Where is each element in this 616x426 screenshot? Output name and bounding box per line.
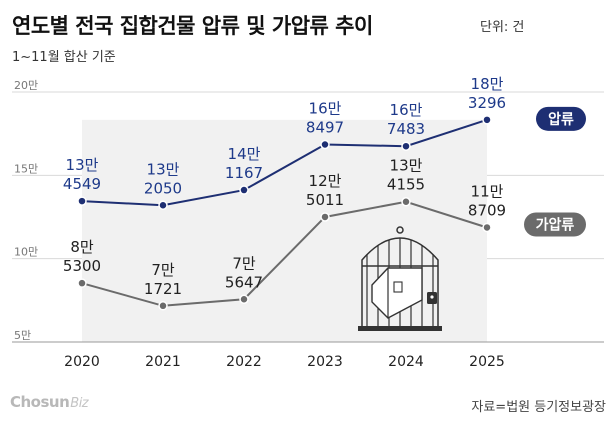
data-label-value: 5647 <box>225 273 263 291</box>
data-point <box>158 200 168 210</box>
x-tick-label: 2022 <box>226 354 262 370</box>
brand-logo: ChosunBiz <box>10 393 89 411</box>
shaded-area <box>82 119 487 342</box>
series-lines <box>77 115 492 311</box>
x-tick-label: 2024 <box>388 354 424 370</box>
brand-name: Chosun <box>10 393 70 411</box>
data-label-man: 16만 <box>309 100 342 118</box>
legend-badge <box>524 212 586 237</box>
y-tick-label: 5만 <box>14 329 31 342</box>
data-label-value: 1721 <box>144 280 182 298</box>
legend-badge <box>536 106 586 131</box>
data-point <box>320 139 330 150</box>
source-note: 자료=법원 등기정보광장 <box>471 400 606 415</box>
data-label-man: 13만 <box>147 160 180 178</box>
birdcage-illustration <box>358 226 442 331</box>
data-point <box>239 185 249 195</box>
y-tick-label: 10만 <box>14 246 38 259</box>
data-point <box>77 196 87 206</box>
unit-label: 단위: 건 <box>480 20 525 35</box>
data-label-value: 4549 <box>63 175 101 193</box>
y-tick-label: 15만 <box>14 162 38 175</box>
data-label-value: 8709 <box>468 201 506 219</box>
data-label-value: 1167 <box>225 164 263 182</box>
data-point <box>158 301 168 311</box>
data-label-man: 7만 <box>151 261 175 279</box>
data-label-value: 4155 <box>387 176 425 194</box>
y-tick-label: 20만 <box>14 79 38 92</box>
cage-hook <box>396 226 404 234</box>
building-door <box>393 281 403 293</box>
data-point <box>482 115 492 125</box>
lock-keyhole <box>430 295 434 299</box>
data-label-man: 11만 <box>471 182 504 200</box>
cage-base <box>358 326 442 331</box>
brand-suffix: Biz <box>70 396 89 411</box>
highlight-area <box>82 119 487 342</box>
series-line-seizure <box>81 118 488 207</box>
y-axis: 20만 15만 10만 5만 <box>14 79 38 342</box>
data-point <box>77 278 87 288</box>
data-point <box>482 222 492 233</box>
data-point <box>239 294 249 305</box>
data-label-man: 18만 <box>471 75 504 93</box>
data-label-man: 14만 <box>228 145 261 163</box>
data-label-man: 12만 <box>309 172 342 190</box>
data-label-value: 5300 <box>63 257 101 275</box>
data-label-value: 5011 <box>306 191 344 209</box>
data-label-man: 13만 <box>66 156 99 174</box>
legend-label: 압류 <box>548 112 574 128</box>
legend-label: 가압류 <box>536 217 575 233</box>
data-label-man: 7만 <box>232 254 256 272</box>
x-tick-label: 2023 <box>307 354 343 370</box>
data-point <box>401 141 411 151</box>
data-label-value: 2050 <box>144 179 182 197</box>
subtitle: 1~11월 합산 기준 <box>12 50 116 65</box>
data-label-value: 3296 <box>468 94 506 112</box>
x-tick-label: 2021 <box>145 354 181 370</box>
page-title: 연도별 전국 집합건물 압류 및 가압류 추이 <box>12 14 373 38</box>
x-tick-label: 2020 <box>64 354 100 370</box>
x-axis: 2020 2021 2022 2023 2024 2025 <box>12 341 604 370</box>
data-label-value: 7483 <box>387 120 425 138</box>
data-point <box>401 196 411 207</box>
data-label-man: 16만 <box>390 101 423 119</box>
data-point <box>320 212 330 222</box>
data-label-man: 8만 <box>70 238 94 256</box>
x-tick-label: 2025 <box>469 354 505 370</box>
data-label-man: 13만 <box>390 157 423 175</box>
data-label-value: 8497 <box>306 119 344 137</box>
series-line-provisional <box>81 200 488 307</box>
